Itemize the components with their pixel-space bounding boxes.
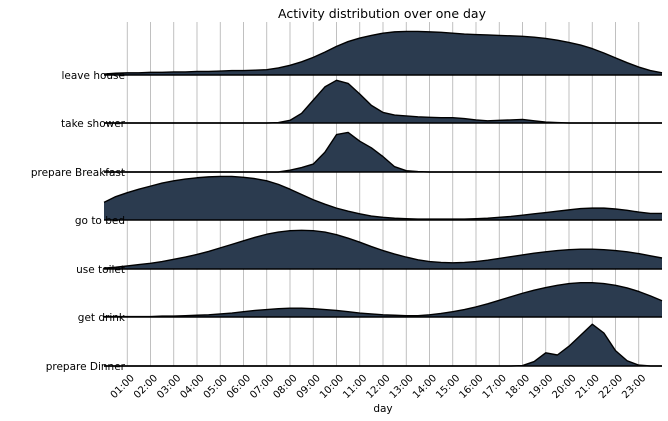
x-tick-label: 07:00 xyxy=(248,373,276,401)
ridge-outline xyxy=(103,175,662,220)
x-tick-label: 15:00 xyxy=(434,373,462,401)
x-tick-label: 21:00 xyxy=(574,373,602,401)
series-label: get drink xyxy=(78,312,126,324)
series-labels: leave house take shower prepare Breakfast g… xyxy=(31,70,126,373)
x-tick-label: 16:00 xyxy=(457,373,485,401)
x-tick-label: 11:00 xyxy=(341,373,369,401)
series-label: prepare Breakfast xyxy=(31,167,125,179)
x-tick-label: 09:00 xyxy=(295,373,323,401)
chart-title: Activity distribution over one day xyxy=(278,6,487,21)
series-label: use toilet xyxy=(76,264,125,276)
ridge-outline xyxy=(103,30,663,75)
x-tick-label: 19:00 xyxy=(527,373,555,401)
x-tick-labels: 01:0002:0003:0004:0005:0006:0007:0008:00… xyxy=(109,373,649,401)
x-tick-label: 06:00 xyxy=(225,373,253,401)
x-tick-label: 18:00 xyxy=(504,373,532,401)
x-axis-label: day xyxy=(373,403,392,415)
x-tick-label: 05:00 xyxy=(202,373,230,401)
x-tick-label: 01:00 xyxy=(109,373,137,401)
x-tick-label: 12:00 xyxy=(364,373,392,401)
ridge-area xyxy=(104,324,662,366)
ridge-area xyxy=(104,282,662,317)
x-tick-label: 03:00 xyxy=(155,373,183,401)
series-label: prepare Dinner xyxy=(46,361,126,373)
series-label: go to bed xyxy=(75,215,125,227)
x-tick-label: 13:00 xyxy=(388,373,416,401)
x-tick-label: 22:00 xyxy=(597,373,625,401)
ridge-area xyxy=(104,80,662,123)
x-tick-label: 10:00 xyxy=(318,373,346,401)
ridge-outline xyxy=(104,281,663,318)
series-label: take shower xyxy=(61,118,126,130)
ridge-area xyxy=(104,132,662,172)
x-tick-label: 20:00 xyxy=(550,373,578,401)
x-tick-label: 14:00 xyxy=(411,373,439,401)
ridge-area xyxy=(104,176,662,220)
ridge-area xyxy=(104,31,662,75)
ridges xyxy=(103,30,663,367)
x-tick-label: 23:00 xyxy=(620,373,648,401)
x-tick-label: 04:00 xyxy=(178,373,206,401)
x-tick-label: 02:00 xyxy=(132,373,160,401)
x-tick-label: 08:00 xyxy=(271,373,299,401)
x-tick-label: 17:00 xyxy=(481,373,509,401)
ridge-area xyxy=(104,230,662,269)
series-label: leave house xyxy=(62,70,126,82)
ridge-outline xyxy=(103,229,663,269)
